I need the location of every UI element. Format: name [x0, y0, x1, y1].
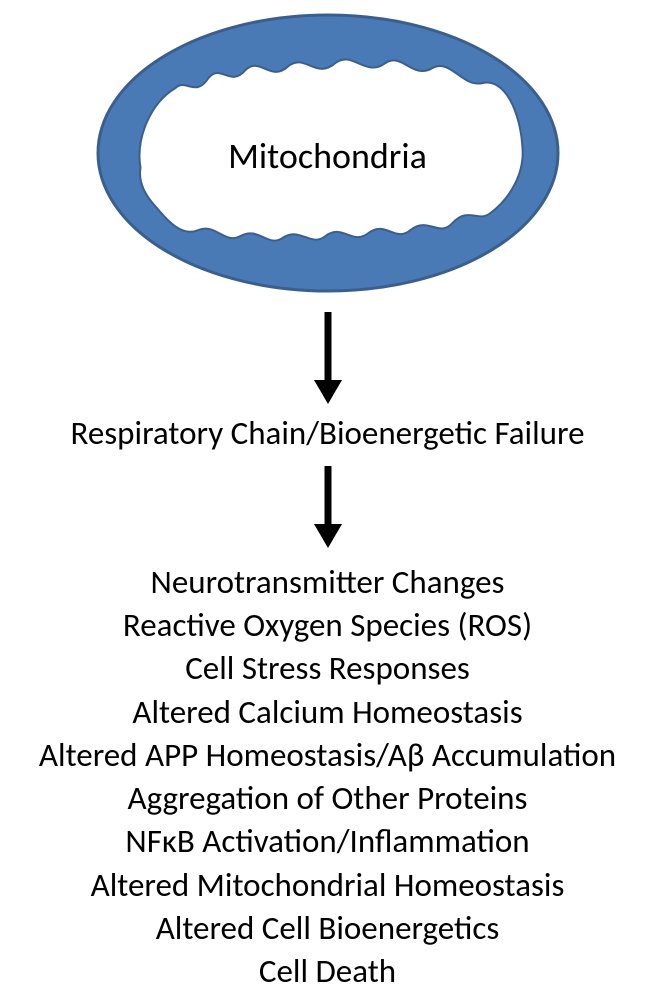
effect-item: Altered APP Homeostasis/Aβ Accumulation: [39, 734, 616, 777]
effect-item: Reactive Oxygen Species (ROS): [39, 604, 616, 647]
effects-list: Neurotransmitter Changes Reactive Oxygen…: [39, 561, 616, 993]
effect-item: Altered Mitochondrial Homeostasis: [39, 864, 616, 907]
arrow-1: [308, 308, 348, 406]
effect-item: Aggregation of Other Proteins: [39, 777, 616, 820]
mitochondria-label: Mitochondria: [228, 134, 427, 178]
arrow-2: [308, 462, 348, 550]
effect-item: Cell Death: [39, 950, 616, 993]
mitochondria-graphic: Mitochondria: [90, 8, 565, 298]
effect-item: Altered Calcium Homeostasis: [39, 691, 616, 734]
effect-item: NFκB Activation/Inflammation: [39, 820, 616, 863]
effect-item: Neurotransmitter Changes: [39, 561, 616, 604]
effect-item: Altered Cell Bioenergetics: [39, 907, 616, 950]
step-bioenergetic-failure: Respiratory Chain/Bioenergetic Failure: [70, 413, 584, 453]
diagram-canvas: Mitochondria Respiratory Chain/Bioenerge…: [0, 0, 655, 994]
effect-item: Cell Stress Responses: [39, 647, 616, 690]
